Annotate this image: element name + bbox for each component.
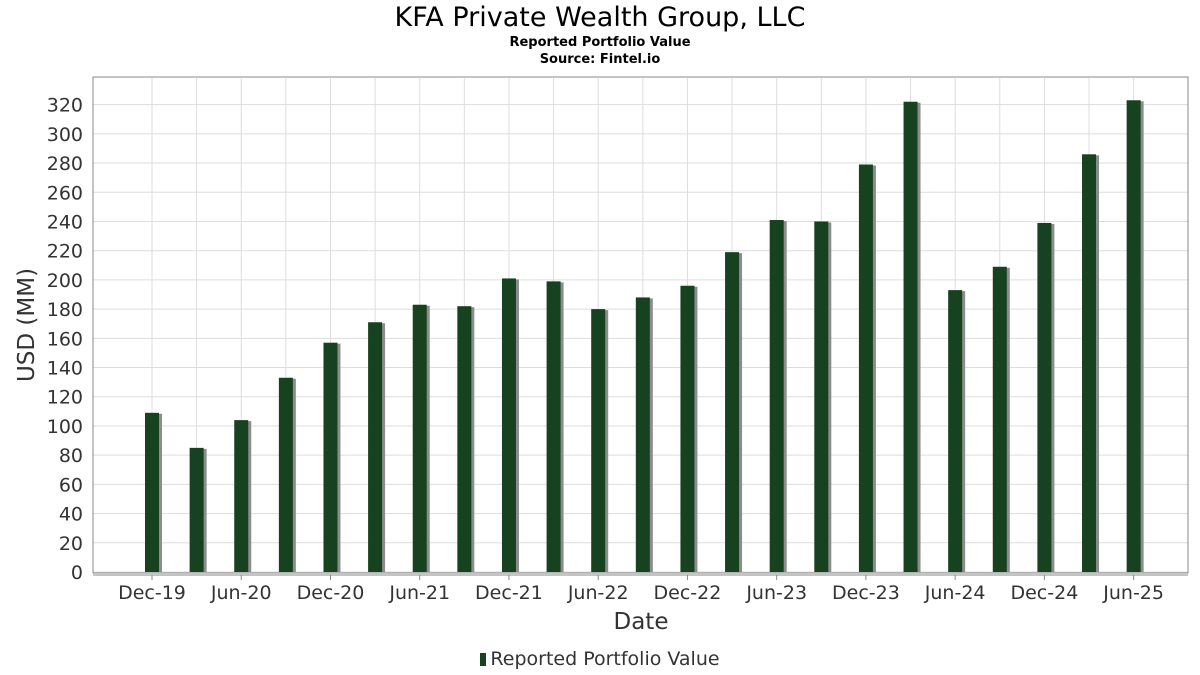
bar[interactable] (814, 221, 829, 573)
bar[interactable] (680, 285, 695, 572)
chart-subtitle: Reported Portfolio Value (509, 35, 691, 50)
x-axis-title: Date (614, 609, 669, 635)
bar[interactable] (412, 304, 427, 572)
bar[interactable] (635, 297, 650, 572)
y-tick-label: 220 (47, 241, 83, 263)
bar[interactable] (769, 220, 784, 572)
plot-frame (92, 76, 1189, 574)
bar[interactable] (1037, 222, 1052, 573)
bar[interactable] (323, 342, 338, 572)
y-tick-label: 200 (47, 270, 83, 292)
bar[interactable] (189, 447, 204, 572)
chart-title: KFA Private Wealth Group, LLC (394, 2, 806, 33)
x-tick-label: Dec-24 (1010, 582, 1078, 604)
y-tick-label: 280 (47, 153, 83, 175)
x-tick-label: Jun-22 (567, 582, 629, 604)
bars (145, 100, 1144, 573)
legend: Reported Portfolio Value (0, 648, 1200, 670)
y-tick-label: 260 (47, 182, 83, 204)
bar[interactable] (278, 377, 293, 572)
chart-source: Source: Fintel.io (539, 52, 661, 67)
x-tick-label: Dec-19 (118, 582, 186, 604)
x-tick-label: Jun-21 (388, 582, 450, 604)
y-tick-label: 0 (71, 562, 83, 584)
y-axis-title: USD (MM) (14, 268, 40, 382)
y-tick-label: 140 (47, 358, 83, 380)
legend-label: Reported Portfolio Value (490, 648, 720, 670)
y-tick-label: 180 (47, 299, 83, 321)
y-tick-label: 120 (47, 387, 83, 409)
bar[interactable] (1082, 154, 1097, 572)
y-tick-label: 80 (59, 445, 83, 467)
bar[interactable] (948, 290, 963, 572)
x-tick-label: Dec-20 (297, 582, 365, 604)
bar[interactable] (457, 306, 472, 572)
y-tick-label: 160 (47, 328, 83, 350)
x-tick-label: Dec-23 (832, 582, 900, 604)
y-tick-label: 100 (47, 416, 83, 438)
y-tick-label: 300 (47, 124, 83, 146)
bar[interactable] (992, 266, 1007, 572)
y-tick-labels: 0 20 40 60 80 100 120 140 160 180 200 220 240 260 280 3… (47, 95, 83, 584)
x-tick-label: Jun-24 (924, 582, 986, 604)
x-tick-labels: Dec-19 Jun-20 Dec-20 Jun-21 Dec-21 Jun-22 Dec-… (118, 575, 1164, 604)
y-tick-label: 320 (47, 95, 83, 117)
y-tick-label: 40 (59, 504, 83, 526)
bar[interactable] (546, 281, 561, 572)
bar[interactable] (501, 278, 516, 572)
bar[interactable] (903, 101, 918, 573)
y-tick-label: 240 (47, 211, 83, 233)
bar[interactable] (725, 252, 740, 572)
bar[interactable] (1126, 100, 1141, 573)
legend-swatch (480, 653, 487, 666)
bar[interactable] (368, 322, 383, 572)
bar[interactable] (858, 164, 873, 572)
x-tick-label: Jun-23 (745, 582, 807, 604)
bar[interactable] (591, 309, 606, 572)
x-tick-label: Dec-22 (654, 582, 722, 604)
y-tick-label: 20 (59, 533, 83, 555)
bar[interactable] (234, 420, 249, 572)
x-tick-label: Dec-21 (475, 582, 543, 604)
x-tick-label: Jun-20 (210, 582, 272, 604)
x-tick-label: Jun-25 (1102, 582, 1164, 604)
bar[interactable] (145, 412, 159, 572)
y-tick-label: 60 (59, 474, 83, 496)
